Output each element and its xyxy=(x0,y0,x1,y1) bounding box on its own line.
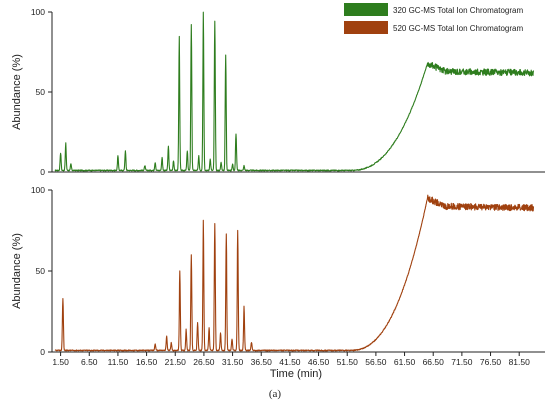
top-y-axis-title: Abundance (%) xyxy=(11,54,23,130)
x-tick-label: 1.50 xyxy=(52,357,69,367)
x-tick-label: 21.50 xyxy=(165,357,187,367)
bottom-y-tick-label: 100 xyxy=(31,185,45,195)
x-tick-label: 41.50 xyxy=(279,357,301,367)
top-y-tick-label: 0 xyxy=(40,167,45,177)
legend: 320 GC-MS Total Ion Chromatogram 520 GC-… xyxy=(344,3,523,34)
x-tick-label: 61.50 xyxy=(394,357,416,367)
legend-label-520: 520 GC-MS Total Ion Chromatogram xyxy=(393,24,523,33)
bottom-y-ticks: 0 50 100 xyxy=(31,185,52,357)
top-series-line xyxy=(54,11,535,172)
x-tick-label: 26.50 xyxy=(193,357,215,367)
x-tick-label: 71.50 xyxy=(451,357,473,367)
legend-label-320: 320 GC-MS Total Ion Chromatogram xyxy=(393,6,523,15)
legend-swatch-520 xyxy=(344,21,388,34)
bottom-y-axis-title: Abundance (%) xyxy=(11,233,23,309)
x-tick-label: 81.50 xyxy=(509,357,531,367)
x-tick-label: 51.50 xyxy=(337,357,359,367)
top-y-ticks: 0 50 100 xyxy=(31,7,52,177)
bottom-y-tick-label: 0 xyxy=(40,347,45,357)
bottom-panel: 0 50 100 1.50 6.50 11.50 16.50 21.50 26.50 31.50… xyxy=(11,185,545,367)
top-panel: 0 50 100 Abundance (%) xyxy=(11,7,545,177)
x-tick-label: 6.50 xyxy=(81,357,98,367)
x-tick-label: 76.50 xyxy=(480,357,502,367)
bottom-y-tick-label: 50 xyxy=(36,266,46,276)
x-tick-label: 46.50 xyxy=(308,357,330,367)
x-tick-label: 66.50 xyxy=(423,357,445,367)
bottom-series-line xyxy=(54,194,535,352)
x-tick-label: 36.50 xyxy=(251,357,273,367)
figure-caption: (a) xyxy=(269,388,282,400)
x-tick-label: 56.50 xyxy=(365,357,387,367)
top-y-tick-label: 50 xyxy=(36,87,46,97)
top-y-tick-label: 100 xyxy=(31,7,45,17)
x-tick-label: 31.50 xyxy=(222,357,244,367)
bottom-x-ticks: 1.50 6.50 11.50 16.50 21.50 26.50 31.50 36.50 41… xyxy=(52,352,530,367)
x-tick-label: 11.50 xyxy=(108,357,129,367)
x-axis-title: Time (min) xyxy=(270,368,322,380)
x-tick-label: 16.50 xyxy=(136,357,158,367)
legend-swatch-320 xyxy=(344,3,388,16)
